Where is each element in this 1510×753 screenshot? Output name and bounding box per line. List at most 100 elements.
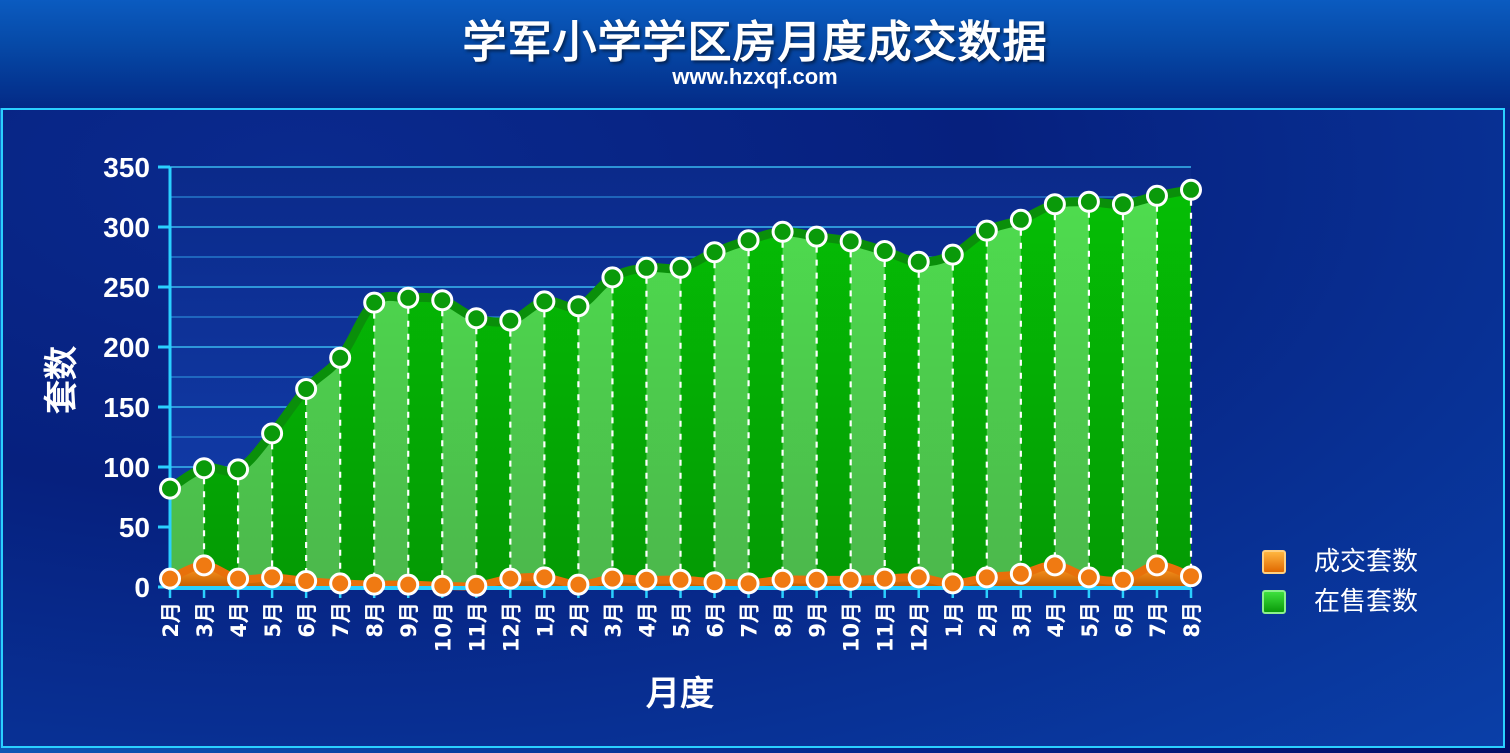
- y-tick-labels: 0 50 100 150 200 250 300 350: [103, 152, 150, 603]
- marker-成交套数: [941, 572, 964, 595]
- area-band: [1122, 189, 1158, 587]
- marker-在售套数: [193, 457, 216, 480]
- y-tick-label: 200: [103, 332, 150, 363]
- x-tick-label: 11月: [874, 602, 898, 652]
- x-tick-label: 4月: [227, 602, 251, 638]
- marker-成交套数: [1077, 566, 1100, 589]
- marker-成交套数: [839, 568, 862, 591]
- x-tick-label: 4月: [1044, 602, 1068, 638]
- marker-成交套数: [1009, 562, 1032, 585]
- marker-在售套数: [1145, 184, 1168, 207]
- y-tick-label: 150: [103, 392, 150, 423]
- dashed-drop-lines: [202, 199, 1193, 585]
- marker-成交套数: [499, 567, 522, 590]
- marker-在售套数: [567, 295, 590, 318]
- marker-成交套数: [329, 572, 352, 595]
- x-tick-label: 3月: [1010, 602, 1034, 638]
- x-tick-label: 4月: [635, 602, 659, 638]
- series-markers-在售套数: [159, 178, 1202, 500]
- area-band: [748, 189, 784, 587]
- marker-成交套数: [1043, 554, 1066, 577]
- marker-在售套数: [771, 220, 794, 243]
- marker-成交套数: [363, 573, 386, 596]
- marker-成交套数: [669, 568, 692, 591]
- marker-在售套数: [227, 458, 250, 481]
- marker-在售套数: [397, 286, 420, 309]
- legend-label: 成交套数: [1314, 547, 1419, 577]
- header-banner: 学军小学学区房月度成交数据 www.hzxqf.com: [0, 0, 1510, 108]
- marker-在售套数: [635, 256, 658, 279]
- x-tick-label: 5月: [261, 602, 285, 638]
- marker-在售套数: [941, 243, 964, 266]
- x-tick-label: 7月: [329, 602, 353, 638]
- marker-在售套数: [465, 307, 488, 330]
- x-tick-label: 8月: [1180, 602, 1204, 638]
- marker-在售套数: [601, 266, 624, 289]
- x-tick-label: 1月: [533, 602, 557, 638]
- marker-在售套数: [1043, 193, 1066, 216]
- marker-在售套数: [669, 256, 692, 279]
- area-band: [816, 189, 852, 587]
- x-tick-label: 12月: [908, 602, 932, 652]
- marker-成交套数: [431, 574, 454, 597]
- x-tick-label: 8月: [772, 602, 796, 638]
- area-band: [1088, 189, 1124, 587]
- x-tick-label: 12月: [499, 602, 523, 652]
- marker-在售套数: [907, 250, 930, 273]
- y-tick-label: 250: [103, 272, 150, 303]
- x-tick-label: 10月: [431, 602, 455, 652]
- y-tick-label: 50: [119, 512, 150, 543]
- legend-swatch-orange: [1262, 550, 1286, 574]
- area-band: [1156, 189, 1191, 587]
- x-tick-label: 3月: [193, 602, 217, 638]
- x-tick-label: 2月: [976, 602, 1000, 638]
- marker-在售套数: [499, 309, 522, 332]
- marker-在售套数: [363, 291, 386, 314]
- x-tick-label: 6月: [704, 602, 728, 638]
- marker-成交套数: [737, 572, 760, 595]
- x-tick-label: 2月: [567, 602, 591, 638]
- marker-在售套数: [1111, 193, 1134, 216]
- x-tick-labels: 2月 3月 4月 5月 6月 7月 8月 9月 10月 11月 12月 1月 2月 3月 4月 5月 6月 7月 8…: [159, 602, 1204, 652]
- x-axis-label: 月度: [646, 674, 714, 714]
- marker-成交套数: [1180, 565, 1202, 588]
- marker-成交套数: [805, 568, 828, 591]
- x-tick-label: 8月: [363, 602, 387, 638]
- x-tick-label: 5月: [670, 602, 694, 638]
- marker-成交套数: [261, 566, 284, 589]
- marker-在售套数: [159, 477, 181, 500]
- area-band: [986, 189, 1022, 587]
- area-band: [1054, 189, 1090, 587]
- marker-成交套数: [193, 554, 216, 577]
- marker-在售套数: [839, 230, 862, 253]
- series-markers-成交套数: [159, 554, 1202, 597]
- x-tick-label: 6月: [295, 602, 319, 638]
- marker-在售套数: [1180, 178, 1202, 201]
- x-tick-label: 6月: [1112, 602, 1136, 638]
- marker-在售套数: [873, 240, 896, 262]
- marker-在售套数: [805, 225, 828, 248]
- chart-subtitle: www.hzxqf.com: [672, 64, 838, 89]
- legend-label: 在售套数: [1314, 587, 1419, 617]
- y-axis-label: 套数: [42, 346, 82, 414]
- x-tick-label: 9月: [397, 602, 421, 638]
- x-tick-label: 7月: [1146, 602, 1170, 638]
- marker-成交套数: [635, 568, 658, 591]
- marker-成交套数: [567, 573, 590, 596]
- marker-在售套数: [737, 229, 760, 252]
- marker-成交套数: [975, 566, 998, 589]
- y-tick-label: 0: [134, 572, 150, 603]
- marker-成交套数: [159, 567, 181, 590]
- marker-成交套数: [533, 566, 556, 589]
- marker-在售套数: [975, 219, 998, 242]
- x-tick-label: 3月: [601, 602, 625, 638]
- x-tick-label: 2月: [159, 602, 183, 638]
- marker-成交套数: [397, 573, 420, 596]
- y-tick-label: 300: [103, 212, 150, 243]
- area-band: [1020, 189, 1056, 587]
- y-tick-label: 100: [103, 452, 150, 483]
- x-tick-label: 9月: [806, 602, 830, 638]
- marker-成交套数: [703, 571, 726, 594]
- marker-成交套数: [771, 568, 794, 591]
